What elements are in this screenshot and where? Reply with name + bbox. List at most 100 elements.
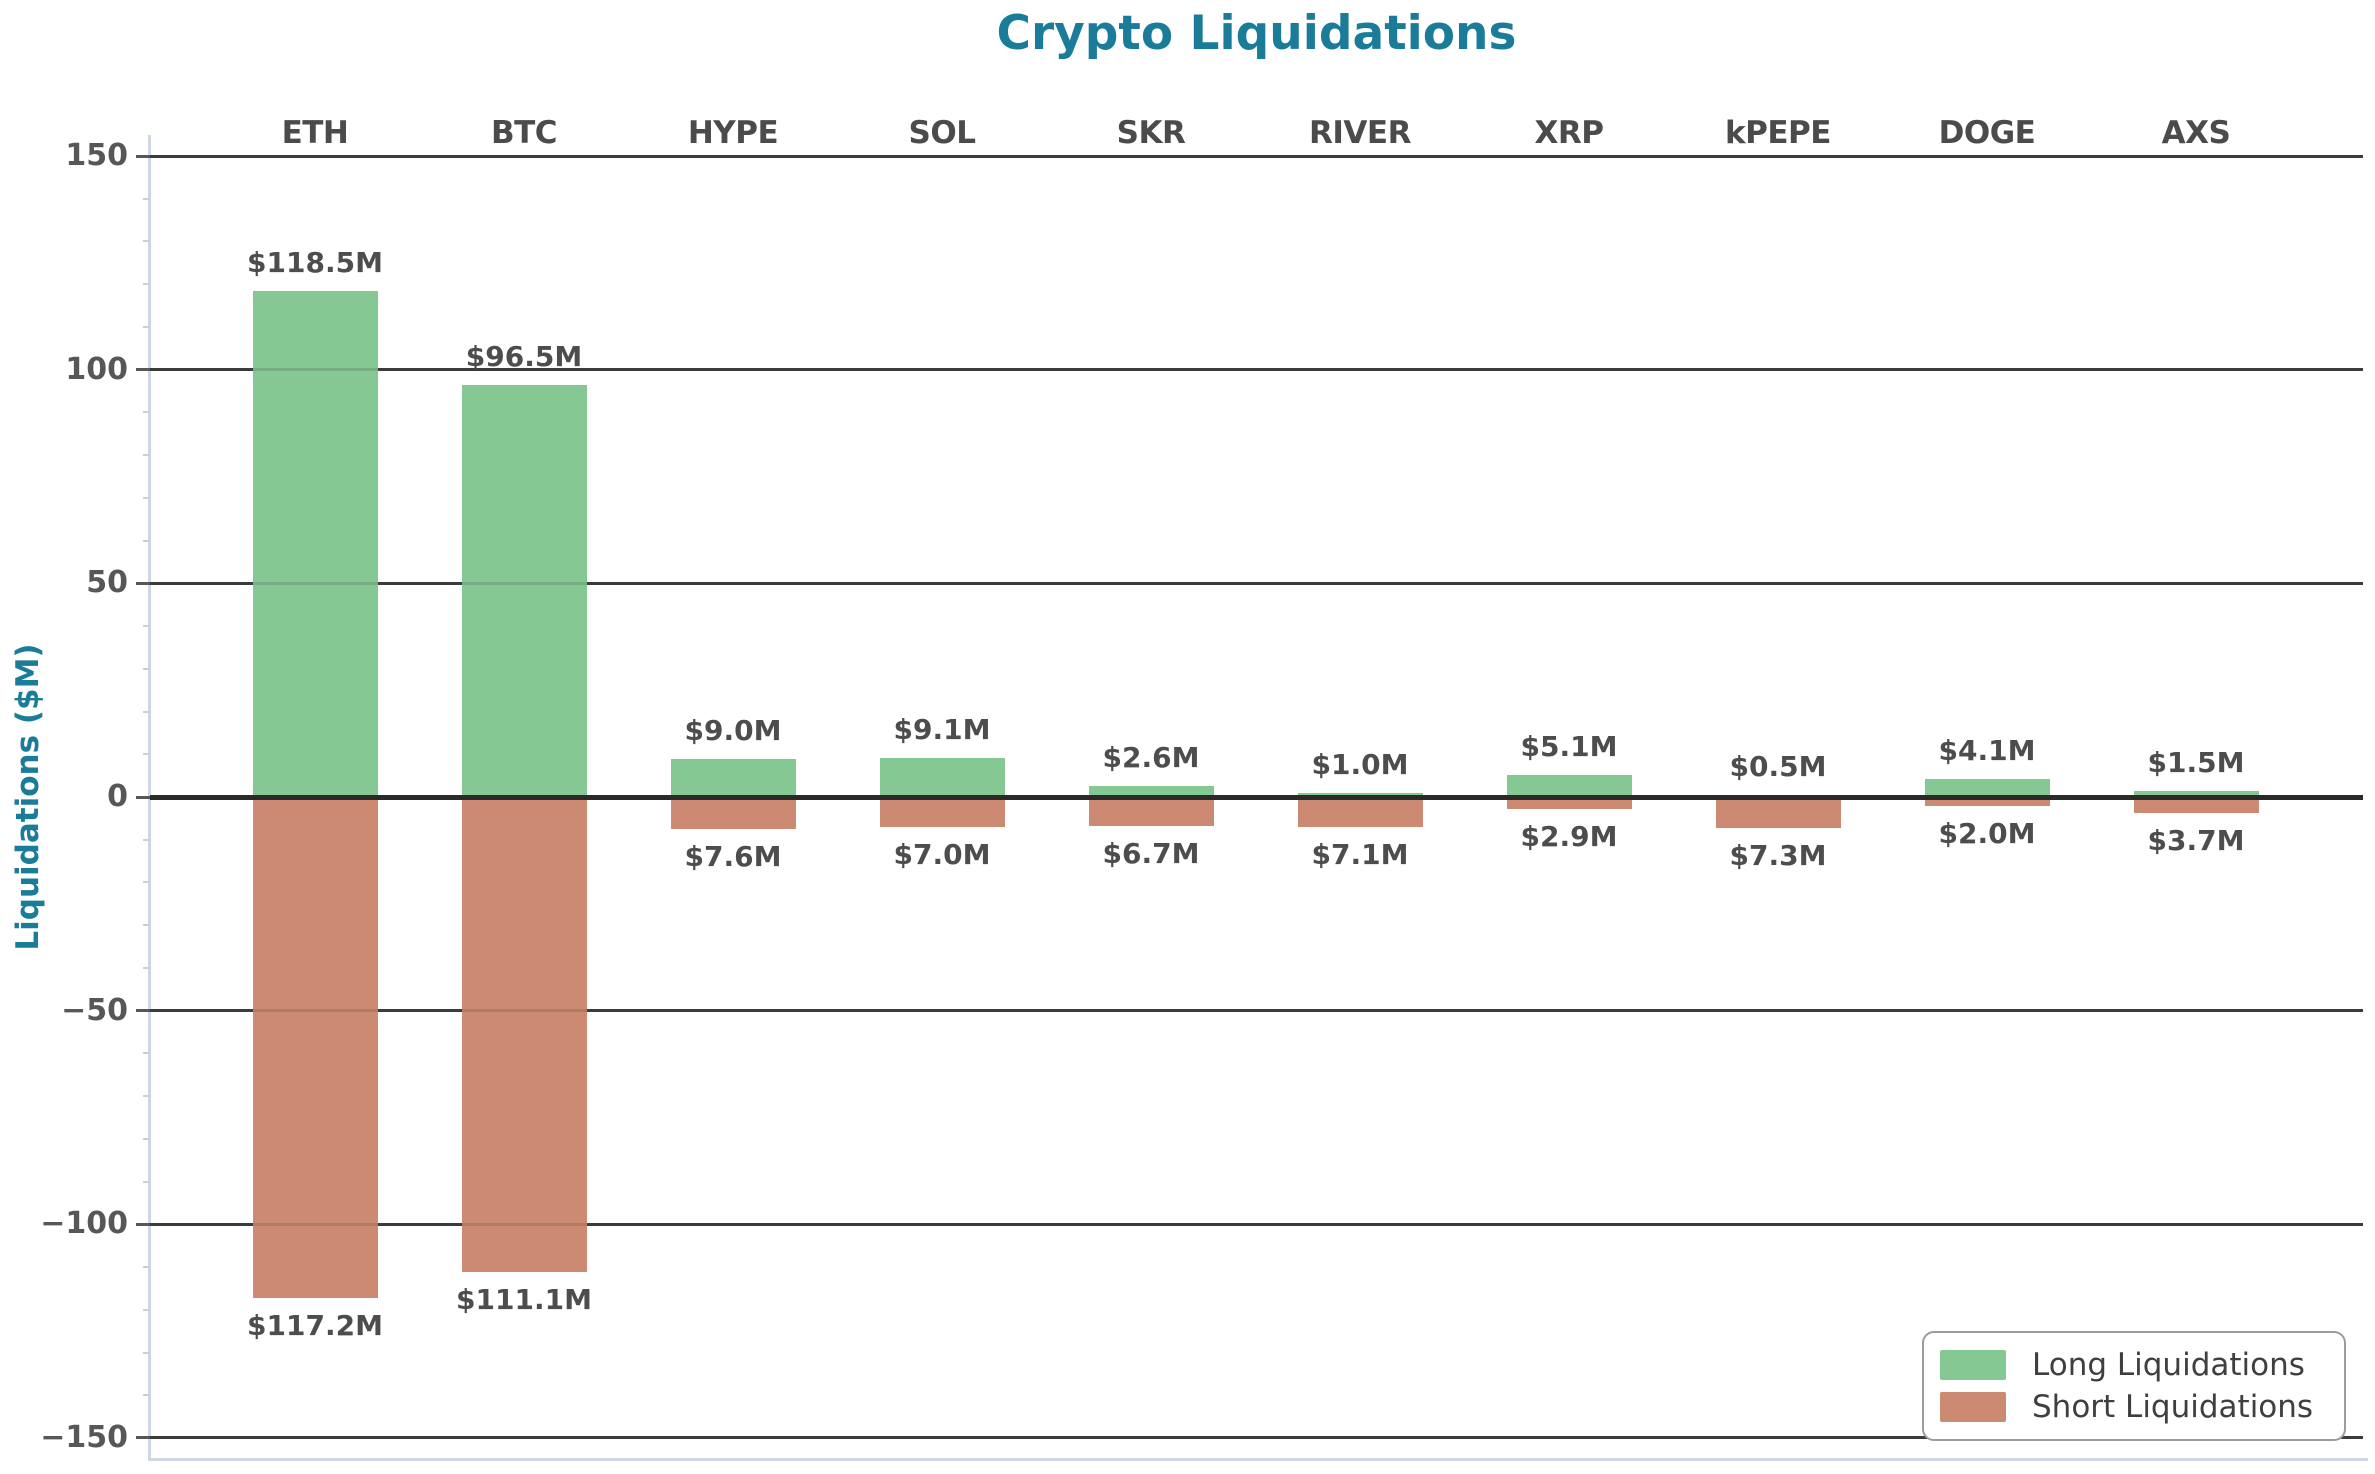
y-tick-label: 100 (65, 351, 128, 387)
category-label: XRP (1534, 115, 1605, 151)
legend: Long Liquidations Short Liquidations (1922, 1331, 2346, 1441)
y-minor-tick (143, 667, 150, 670)
short-bar (461, 797, 587, 1272)
y-tick-label: −50 (61, 992, 128, 1028)
y-minor-tick (143, 1095, 150, 1098)
long-value-label: $0.5M (1729, 749, 1827, 783)
zero-line (150, 794, 2363, 800)
short-bar (1924, 797, 2050, 806)
short-bar (879, 797, 1005, 827)
short-bar (1506, 797, 1632, 810)
y-minor-tick (143, 539, 150, 542)
y-tick-label: −100 (40, 1206, 128, 1242)
short-bar (2133, 797, 2259, 813)
y-minor-tick (143, 881, 150, 884)
y-major-tick (136, 1009, 150, 1013)
y-minor-tick (143, 1351, 150, 1354)
category-label: SKR (1116, 115, 1186, 151)
y-tick-label: 50 (86, 565, 128, 601)
legend-label-long: Long Liquidations (2032, 1347, 2305, 1383)
short-value-label: $7.1M (1311, 838, 1409, 872)
y-major-tick (136, 1436, 150, 1440)
short-value-label: $3.7M (2147, 823, 2245, 857)
long-bar (879, 758, 1005, 797)
long-value-label: $5.1M (1520, 730, 1618, 764)
y-minor-tick (143, 838, 150, 841)
short-value-label: $117.2M (247, 1308, 383, 1342)
short-value-label: $2.0M (1938, 816, 2036, 850)
y-minor-tick (143, 411, 150, 414)
y-major-tick (136, 1222, 150, 1226)
long-value-label: $9.0M (684, 713, 782, 747)
category-label: SOL (908, 115, 976, 151)
gridline (150, 1222, 2363, 1226)
long-bar (670, 758, 796, 797)
gridline-overlay (150, 581, 2363, 585)
y-minor-tick (143, 197, 150, 200)
gridline-overlay (150, 1009, 2363, 1013)
short-value-label: $111.1M (456, 1282, 592, 1316)
short-bar (670, 797, 796, 830)
long-bar (1924, 779, 2050, 797)
y-major-tick (136, 795, 150, 799)
y-minor-tick (143, 710, 150, 713)
short-bar (1088, 797, 1214, 826)
category-label: ETH (281, 115, 349, 151)
long-value-label: $4.1M (1938, 734, 2036, 768)
long-value-label: $118.5M (247, 245, 383, 279)
gridline-overlay (150, 368, 2363, 372)
long-bar (461, 384, 587, 797)
long-value-label: $2.6M (1102, 740, 1200, 774)
y-tick-label: −150 (40, 1419, 128, 1455)
category-label: AXS (2161, 115, 2231, 151)
long-value-label: $1.5M (2147, 745, 2245, 779)
short-bar (1297, 797, 1423, 828)
y-minor-tick (143, 1266, 150, 1269)
y-minor-tick (143, 1394, 150, 1397)
y-minor-tick (143, 966, 150, 969)
gridline-overlay (150, 1222, 2363, 1226)
short-bar (1715, 797, 1841, 829)
gridline (150, 154, 2363, 158)
gridline (150, 368, 2363, 372)
gridline (150, 1009, 2363, 1013)
x-axis-spine (148, 1458, 2368, 1461)
short-bar (252, 797, 378, 1298)
category-label: DOGE (1938, 115, 2036, 151)
legend-item-short: Short Liquidations (1940, 1389, 2334, 1425)
legend-item-long: Long Liquidations (1940, 1347, 2334, 1383)
long-value-label: $1.0M (1311, 747, 1409, 781)
category-label: BTC (490, 115, 558, 151)
y-major-tick (136, 581, 150, 585)
gridline (150, 1436, 2363, 1440)
long-bar (252, 290, 378, 797)
y-minor-tick (143, 496, 150, 499)
y-minor-tick (143, 625, 150, 628)
short-value-label: $2.9M (1520, 820, 1618, 854)
y-minor-tick (143, 1180, 150, 1183)
gridline-overlay (150, 154, 2363, 158)
short-value-label: $7.6M (684, 840, 782, 874)
y-minor-tick (143, 924, 150, 927)
long-bar (1088, 785, 1214, 797)
long-bar (1506, 775, 1632, 797)
y-minor-tick (143, 454, 150, 457)
y-major-tick (136, 368, 150, 372)
y-tick-label: 150 (65, 138, 128, 173)
legend-label-short: Short Liquidations (2032, 1389, 2314, 1425)
gridline (150, 581, 2363, 585)
y-major-tick (136, 154, 150, 158)
long-liquidations-swatch (1940, 1350, 2006, 1380)
category-label: RIVER (1309, 115, 1411, 151)
y-minor-tick (143, 1137, 150, 1140)
long-value-label: $9.1M (893, 713, 991, 747)
y-minor-tick (143, 1052, 150, 1055)
category-label: kPEPE (1725, 115, 1831, 151)
short-value-label: $7.0M (893, 837, 991, 871)
gridline-overlay (150, 1436, 2363, 1440)
y-minor-tick (143, 283, 150, 286)
long-value-label: $96.5M (465, 339, 583, 373)
y-minor-tick (143, 325, 150, 328)
